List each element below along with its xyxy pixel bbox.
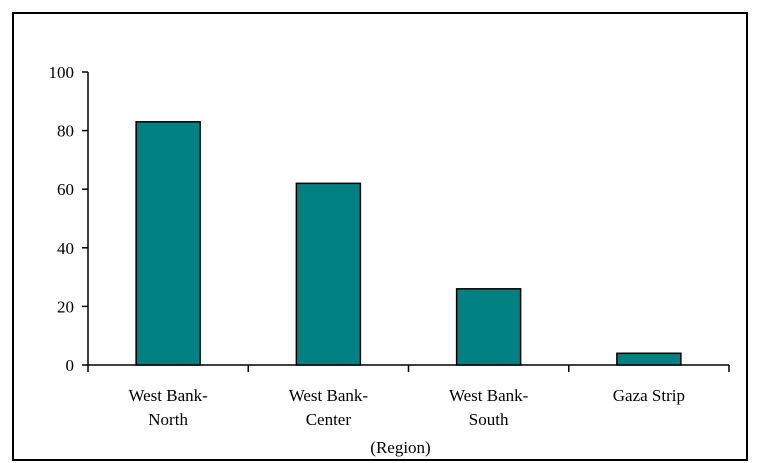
x-category-label: North <box>148 410 188 429</box>
x-category-label: Gaza Strip <box>613 386 685 405</box>
y-tick-label: 100 <box>49 63 75 82</box>
x-category-label: West Bank- <box>449 386 529 405</box>
bar <box>135 121 201 366</box>
x-category-label: West Bank- <box>289 386 369 405</box>
x-category-label: South <box>469 410 509 429</box>
bars <box>135 121 682 366</box>
y-tick-label: 20 <box>57 297 74 316</box>
x-category-label: Center <box>306 410 352 429</box>
x-axis: West Bank- North West Bank- Center West Bank… <box>87 364 730 429</box>
bar <box>455 288 522 366</box>
y-tick-label: 0 <box>66 356 75 375</box>
y-axis: 0 20 40 60 80 100 <box>49 63 89 375</box>
x-axis-title: (Region) <box>370 438 430 457</box>
bar <box>295 182 362 366</box>
y-tick-label: 60 <box>57 180 74 199</box>
bar <box>616 352 682 366</box>
y-tick-label: 80 <box>57 122 74 141</box>
y-tick-label: 40 <box>57 239 74 258</box>
x-category-label: West Bank- <box>128 386 208 405</box>
chart-frame <box>12 12 748 461</box>
